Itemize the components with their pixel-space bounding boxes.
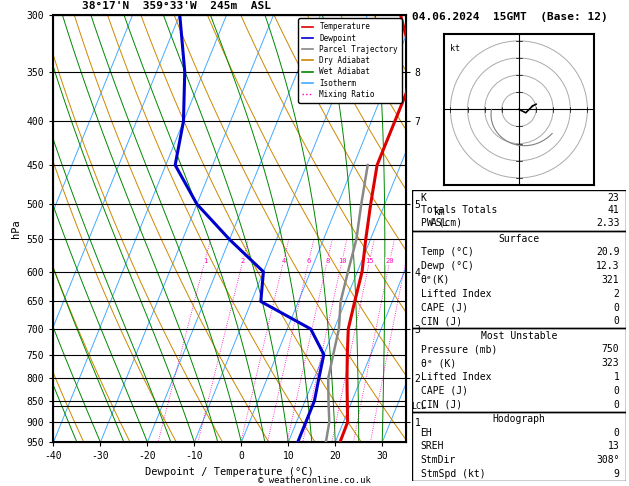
Text: 2: 2 [241, 258, 245, 264]
Text: Totals Totals: Totals Totals [421, 206, 497, 215]
Text: 04.06.2024  15GMT  (Base: 12): 04.06.2024 15GMT (Base: 12) [412, 12, 608, 22]
Text: 2.33: 2.33 [596, 218, 620, 228]
Text: StmSpd (kt): StmSpd (kt) [421, 469, 485, 479]
Text: 308°: 308° [596, 455, 620, 465]
Text: 8: 8 [325, 258, 330, 264]
Text: kt: kt [450, 44, 460, 53]
Text: 10: 10 [338, 258, 346, 264]
Text: Surface: Surface [498, 234, 540, 244]
Text: 23: 23 [608, 193, 620, 203]
Y-axis label: hPa: hPa [11, 219, 21, 238]
Text: Temp (°C): Temp (°C) [421, 247, 474, 257]
Title: 38°17'N  359°33'W  245m  ASL: 38°17'N 359°33'W 245m ASL [82, 1, 271, 11]
Text: CIN (J): CIN (J) [421, 316, 462, 327]
Text: Dewp (°C): Dewp (°C) [421, 261, 474, 271]
Text: © weatheronline.co.uk: © weatheronline.co.uk [258, 476, 371, 485]
Text: 20: 20 [386, 258, 394, 264]
Text: 13: 13 [608, 441, 620, 451]
Legend: Temperature, Dewpoint, Parcel Trajectory, Dry Adiabat, Wet Adiabat, Isotherm, Mi: Temperature, Dewpoint, Parcel Trajectory… [298, 18, 402, 103]
Text: 1: 1 [613, 372, 620, 382]
Text: 1: 1 [203, 258, 207, 264]
Text: 20.9: 20.9 [596, 247, 620, 257]
Text: CIN (J): CIN (J) [421, 400, 462, 410]
Text: 41: 41 [608, 206, 620, 215]
Text: PW (cm): PW (cm) [421, 218, 462, 228]
Text: Lifted Index: Lifted Index [421, 372, 491, 382]
Text: Lifted Index: Lifted Index [421, 289, 491, 299]
Text: Hodograph: Hodograph [493, 415, 545, 424]
Text: EH: EH [421, 428, 432, 437]
Text: Pressure (mb): Pressure (mb) [421, 344, 497, 354]
Text: CAPE (J): CAPE (J) [421, 303, 467, 312]
Text: 9: 9 [613, 469, 620, 479]
Text: 321: 321 [602, 275, 620, 285]
Text: θᵉ (K): θᵉ (K) [421, 358, 456, 368]
Text: 6: 6 [306, 258, 311, 264]
Text: StmDir: StmDir [421, 455, 456, 465]
Text: SREH: SREH [421, 441, 444, 451]
Text: Most Unstable: Most Unstable [481, 331, 557, 341]
Text: 0: 0 [613, 400, 620, 410]
Text: 750: 750 [602, 344, 620, 354]
Text: 0: 0 [613, 428, 620, 437]
Text: θᵉ(K): θᵉ(K) [421, 275, 450, 285]
Text: 15: 15 [365, 258, 374, 264]
Text: 323: 323 [602, 358, 620, 368]
Y-axis label: km
ASL: km ASL [431, 207, 449, 228]
X-axis label: Dewpoint / Temperature (°C): Dewpoint / Temperature (°C) [145, 467, 314, 477]
Text: K: K [421, 193, 426, 203]
Text: LCL: LCL [411, 402, 426, 411]
Text: 4: 4 [281, 258, 286, 264]
Text: 0: 0 [613, 386, 620, 396]
Text: 0: 0 [613, 303, 620, 312]
Text: 2: 2 [613, 289, 620, 299]
Text: 0: 0 [613, 316, 620, 327]
Text: CAPE (J): CAPE (J) [421, 386, 467, 396]
Text: 12.3: 12.3 [596, 261, 620, 271]
